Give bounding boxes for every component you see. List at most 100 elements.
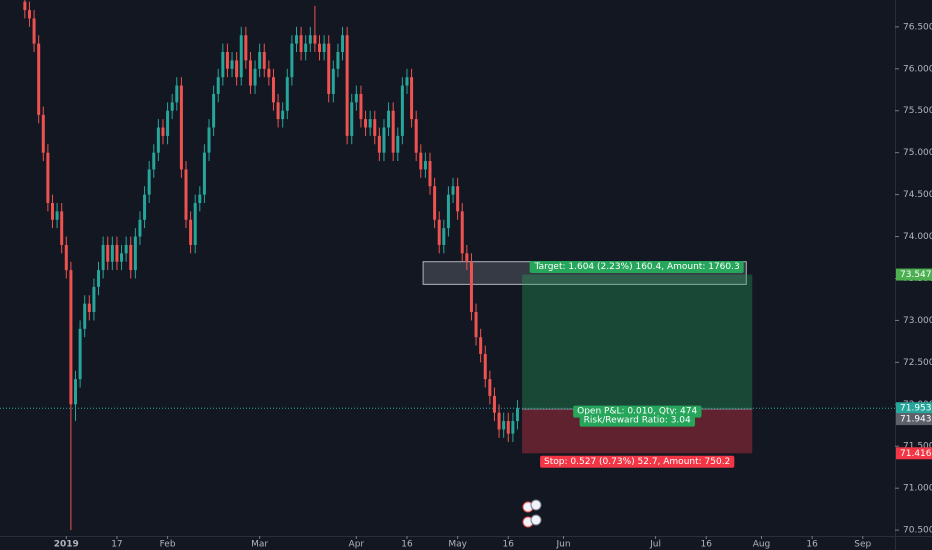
candle-body (239, 35, 243, 78)
candle-body (410, 77, 414, 120)
candle-body (474, 312, 478, 338)
candle-body (350, 102, 354, 136)
candle-body (216, 77, 220, 94)
candle-body (207, 127, 211, 153)
candle-body (152, 152, 156, 170)
candle-body (359, 93, 363, 120)
candle-body (23, 1, 27, 11)
candle-body (400, 85, 404, 136)
candle-body (143, 194, 147, 220)
candle-body (294, 35, 298, 44)
y-tick-label: 70.500 (903, 526, 932, 536)
candle-body (428, 161, 432, 187)
candle-body (327, 43, 331, 94)
candle-body (32, 18, 36, 44)
candle-body (377, 135, 381, 153)
candle-body (405, 77, 409, 86)
candle-body (175, 85, 179, 103)
candle-body (110, 244, 114, 262)
event-icons (522, 499, 542, 528)
y-tick-label: 76.000 (903, 64, 932, 74)
candle-body (193, 202, 197, 245)
candle-body (437, 219, 441, 245)
candle-body (465, 253, 469, 262)
candle-body (64, 244, 68, 271)
candle-body (304, 43, 308, 53)
candle-body (60, 211, 64, 245)
candle-body (27, 10, 31, 19)
candle-body (170, 102, 174, 111)
target-label-bg (529, 261, 744, 274)
candle-body (511, 421, 515, 434)
candle-body (124, 244, 128, 254)
candle-body (318, 43, 322, 53)
x-tick-label: 16 (503, 540, 515, 550)
candle-body (502, 421, 506, 430)
candle-body (515, 408, 519, 422)
candle-body (419, 152, 423, 170)
candle-body (120, 253, 124, 262)
candle-body (212, 93, 216, 128)
price-tag: 71.416 (900, 449, 932, 459)
price-tag: 71.953 (900, 404, 932, 414)
x-tick-label: Sep (854, 540, 871, 550)
candle-body (308, 35, 312, 44)
candle-body (147, 169, 151, 195)
candle-body (78, 328, 82, 380)
candle-body (483, 353, 487, 380)
candle-body (101, 244, 105, 271)
stop-label: Stop: 0.527 (0.73%) 52.7, Amount: 750.2 (544, 457, 730, 467)
candle-body (373, 119, 377, 136)
candle-body (336, 52, 340, 69)
candle-body (161, 127, 165, 136)
price-tag: 71.943 (900, 415, 932, 425)
candle-body (87, 303, 91, 313)
y-tick-label: 75.500 (903, 106, 932, 116)
candle-body (391, 110, 395, 153)
x-tick-label: Aug (753, 540, 771, 550)
candle-body (271, 77, 275, 103)
candle-body (414, 119, 418, 153)
candle-body (106, 244, 110, 262)
candle-body (281, 110, 285, 120)
candle-body (460, 211, 464, 254)
candle-body (341, 35, 345, 53)
candle-body (364, 119, 368, 128)
candle-body (83, 303, 87, 329)
candle-body (138, 219, 142, 237)
candle-body (221, 52, 225, 78)
candle-body (225, 52, 229, 69)
x-tick-label: Mar (251, 540, 268, 550)
candle-body (74, 379, 78, 405)
price-tag-bg (896, 268, 932, 281)
candle-body (267, 68, 271, 78)
x-tick-label: Jul (649, 540, 661, 550)
candle-body (368, 119, 372, 128)
candle-body (433, 186, 437, 220)
x-tick-label: 2019 (54, 540, 79, 550)
candle-body (382, 127, 386, 153)
candle-body (276, 102, 280, 120)
candle-body (396, 135, 400, 153)
candle-body (198, 194, 202, 203)
candle-body (313, 35, 317, 44)
x-tick-label: 16 (401, 540, 413, 550)
candle-body (354, 93, 358, 103)
candle-body (290, 43, 294, 78)
candle-body (50, 202, 54, 220)
y-tick-label: 75.000 (903, 148, 932, 158)
candle-body (345, 35, 349, 136)
candle-body (248, 60, 252, 86)
candle-body (469, 261, 473, 313)
event-icon (530, 514, 542, 526)
candle-body (446, 194, 450, 229)
candle-body (97, 270, 101, 287)
rr-label: Risk/Reward Ratio: 3.04 (584, 416, 691, 426)
pnl-label: Open P&L: 0.010, Qty: 474 (577, 407, 697, 417)
rr-label-bg (579, 414, 696, 427)
candle-body (285, 77, 289, 111)
x-tick-label: May (448, 540, 467, 550)
candle-body (179, 85, 183, 170)
